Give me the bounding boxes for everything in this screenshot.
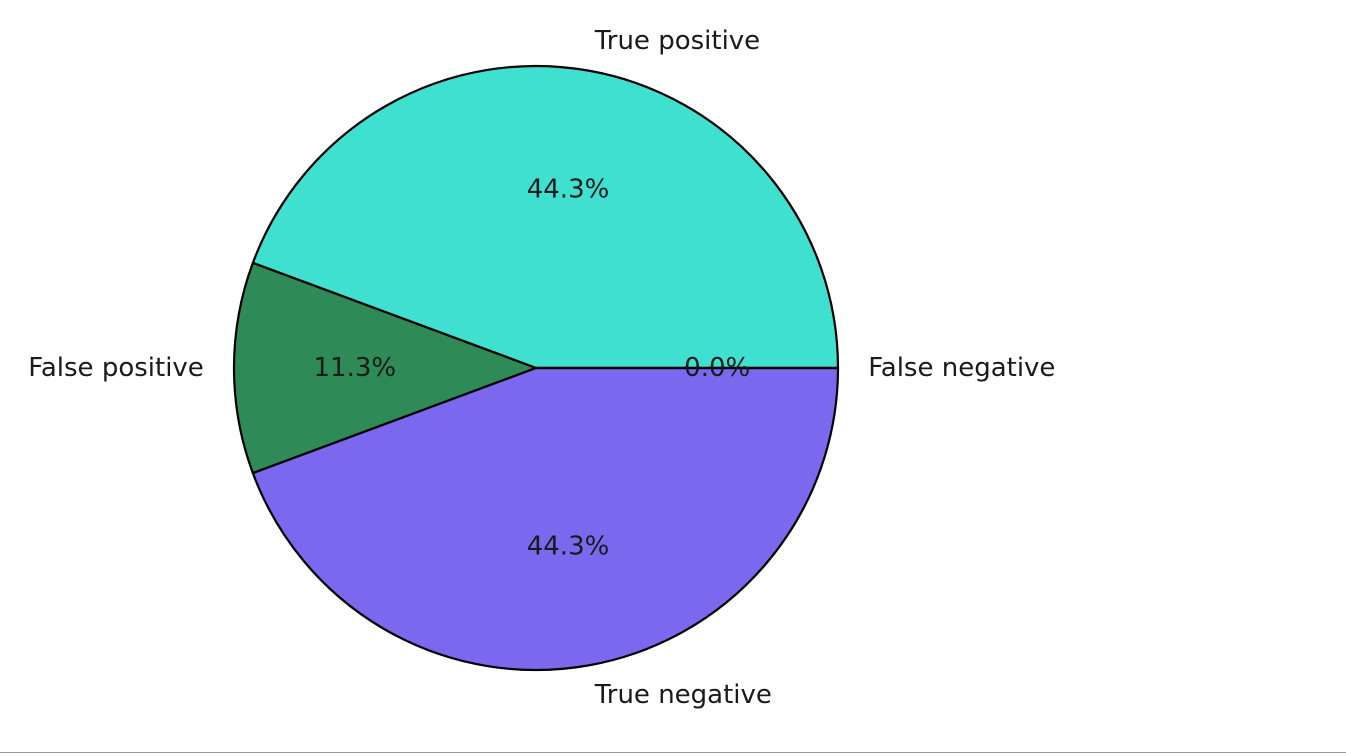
- slice-label-true-negative: True negative: [594, 680, 772, 710]
- bottom-divider: [0, 752, 1346, 753]
- slice-label-false-negative: False negative: [868, 353, 1055, 383]
- slice-label-true-positive: True positive: [594, 26, 760, 56]
- pct-label-false-positive: 11.3%: [313, 353, 396, 383]
- pie-slice-true-positive: [251, 64, 840, 370]
- pct-label-false-negative: 0.0%: [684, 353, 750, 383]
- pie-slice-false-positive: [232, 261, 538, 475]
- pct-label-true-positive: 44.3%: [527, 175, 610, 205]
- pie-slice-true-negative: [251, 366, 840, 672]
- slice-label-false-positive: False positive: [28, 353, 204, 383]
- pct-label-true-negative: 44.3%: [527, 531, 610, 561]
- pie-slices: [232, 64, 840, 672]
- pie-labels: 44.3% True positive 11.3% False positive 44.…: [28, 26, 1055, 710]
